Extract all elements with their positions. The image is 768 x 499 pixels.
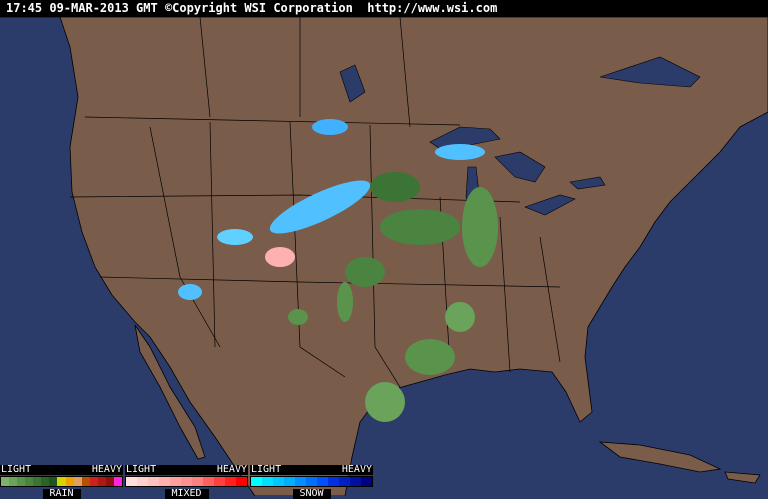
legend-swatch xyxy=(65,477,74,486)
legend-swatch xyxy=(137,477,148,486)
legend-swatch xyxy=(89,477,98,486)
legend-swatch xyxy=(236,477,247,486)
legend-light-label: LIGHT xyxy=(1,464,32,475)
legend-swatch xyxy=(81,477,90,486)
legend-swatch xyxy=(203,477,214,486)
radar-map xyxy=(0,17,768,496)
legend-swatch xyxy=(25,477,34,486)
legend-swatch xyxy=(73,477,82,486)
legend-name: MIXED xyxy=(164,489,209,499)
legend-swatch xyxy=(361,477,372,486)
legend-swatch xyxy=(225,477,236,486)
legend-swatch xyxy=(159,477,170,486)
legend-color-bar xyxy=(125,476,248,487)
legend-swatch xyxy=(33,477,42,486)
legend-swatch xyxy=(328,477,339,486)
legend-swatch xyxy=(192,477,203,486)
legend-color-bar xyxy=(250,476,373,487)
legend-swatch xyxy=(170,477,181,486)
radar-echoes xyxy=(178,119,498,422)
url: http://www.wsi.com xyxy=(367,1,498,15)
legend-swatch xyxy=(306,477,317,486)
legend-swatch xyxy=(126,477,137,486)
legend-swatch xyxy=(41,477,50,486)
legend-swatch xyxy=(49,477,58,486)
legend-name: SNOW xyxy=(292,489,331,499)
legend-swatch xyxy=(148,477,159,486)
legend-rain: LIGHT HEAVY RAIN xyxy=(0,465,123,499)
legend-swatch xyxy=(317,477,328,486)
legend-heavy-label: HEAVY xyxy=(216,464,247,475)
legend-swatch xyxy=(57,477,66,486)
legend-swatch xyxy=(113,477,122,486)
legend-swatch xyxy=(350,477,361,486)
legend-swatch xyxy=(97,477,106,486)
legend-swatch xyxy=(284,477,295,486)
legend-swatch xyxy=(17,477,26,486)
legend-swatch xyxy=(105,477,114,486)
legend-swatch xyxy=(262,477,273,486)
legend-mixed: LIGHT HEAVY MIXED xyxy=(125,465,248,499)
legend-swatch xyxy=(295,477,306,486)
legend-light-label: LIGHT xyxy=(251,464,282,475)
legend-color-bar xyxy=(0,476,123,487)
legend-snow: LIGHT HEAVY SNOW xyxy=(250,465,373,499)
legend-swatch xyxy=(1,477,10,486)
legend-swatch xyxy=(181,477,192,486)
land xyxy=(0,17,768,496)
copyright: ©Copyright WSI Corporation xyxy=(164,1,353,15)
legend-swatch xyxy=(339,477,350,486)
legend-heavy-label: HEAVY xyxy=(341,464,372,475)
timestamp: 17:45 09-MAR-2013 GMT xyxy=(6,1,158,15)
legend-swatch xyxy=(251,477,262,486)
header-bar: 17:45 09-MAR-2013 GMT ©Copyright WSI Cor… xyxy=(0,0,768,17)
legend-swatch xyxy=(9,477,18,486)
legend-swatch xyxy=(214,477,225,486)
legend-heavy-label: HEAVY xyxy=(91,464,122,475)
legend-light-label: LIGHT xyxy=(126,464,157,475)
legend-swatch xyxy=(273,477,284,486)
state-borders xyxy=(69,17,561,388)
legend-name: RAIN xyxy=(42,489,81,499)
